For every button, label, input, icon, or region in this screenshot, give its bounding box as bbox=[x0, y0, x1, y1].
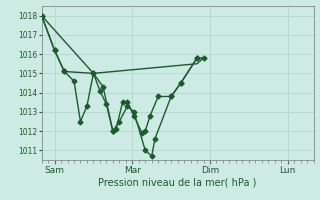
X-axis label: Pression niveau de la mer( hPa ): Pression niveau de la mer( hPa ) bbox=[99, 177, 257, 187]
